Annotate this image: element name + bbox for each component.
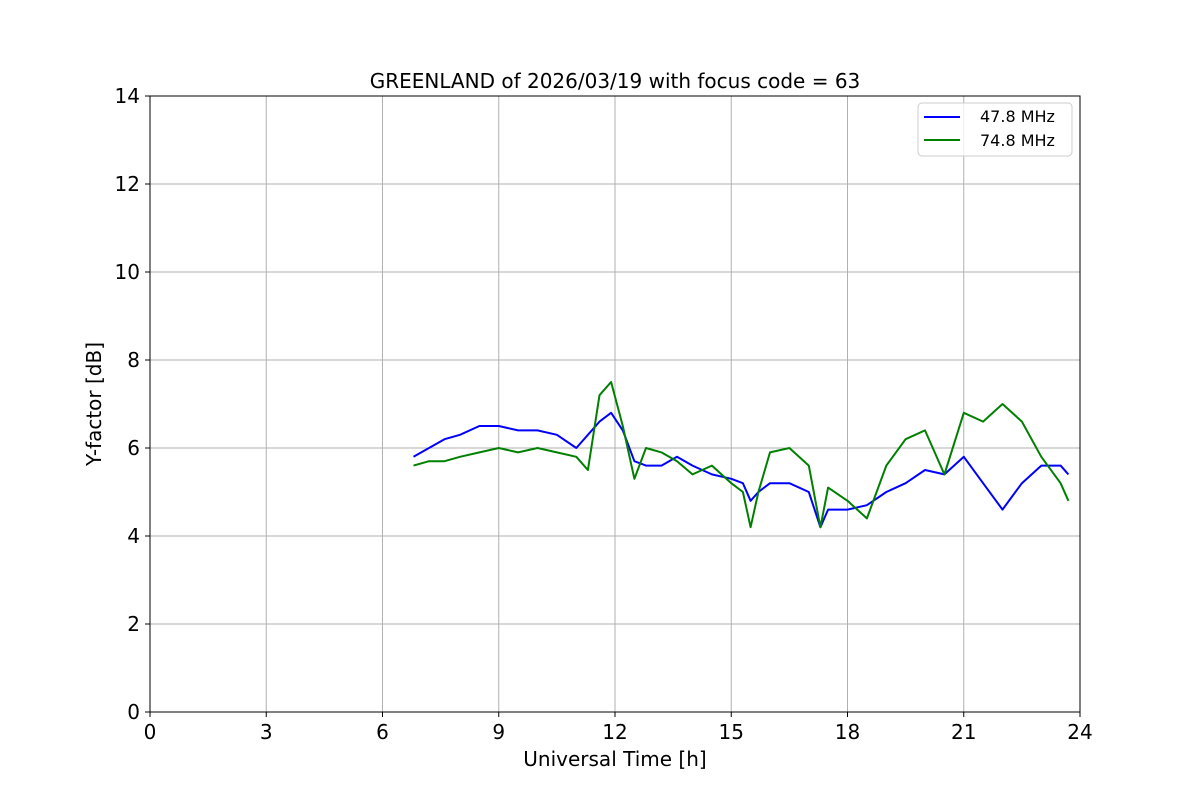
x-tick-label: 3 bbox=[260, 720, 273, 744]
y-axis-label: Y-factor [dB] bbox=[82, 342, 106, 467]
x-tick-label: 6 bbox=[376, 720, 389, 744]
y-tick-label: 10 bbox=[115, 260, 140, 284]
y-tick-label: 4 bbox=[127, 524, 140, 548]
y-tick-label: 14 bbox=[115, 84, 140, 108]
y-tick-label: 8 bbox=[127, 348, 140, 372]
y-tick-label: 12 bbox=[115, 172, 140, 196]
x-tick-label: 21 bbox=[951, 720, 976, 744]
x-tick-label: 24 bbox=[1067, 720, 1092, 744]
series-line-1 bbox=[413, 411, 1070, 529]
x-axis-label: Universal Time [h] bbox=[523, 747, 706, 771]
y-tick-label: 0 bbox=[127, 700, 140, 724]
x-tick-label: 0 bbox=[144, 720, 157, 744]
series-line-2 bbox=[413, 381, 1070, 529]
series-layer bbox=[413, 381, 1070, 529]
x-tick-label: 18 bbox=[835, 720, 860, 744]
y-tick-label: 6 bbox=[127, 436, 140, 460]
legend: 47.8 MHz 74.8 MHz bbox=[917, 102, 1073, 157]
x-tick-label: 12 bbox=[602, 720, 627, 744]
x-tick-label: 15 bbox=[719, 720, 744, 744]
x-tick-label: 9 bbox=[492, 720, 505, 744]
legend-label-series-2: 74.8 MHz bbox=[980, 131, 1055, 150]
y-tick-label: 2 bbox=[127, 612, 140, 636]
legend-label-series-1: 47.8 MHz bbox=[980, 107, 1055, 126]
chart-title: GREENLAND of 2026/03/19 with focus code … bbox=[370, 69, 861, 93]
